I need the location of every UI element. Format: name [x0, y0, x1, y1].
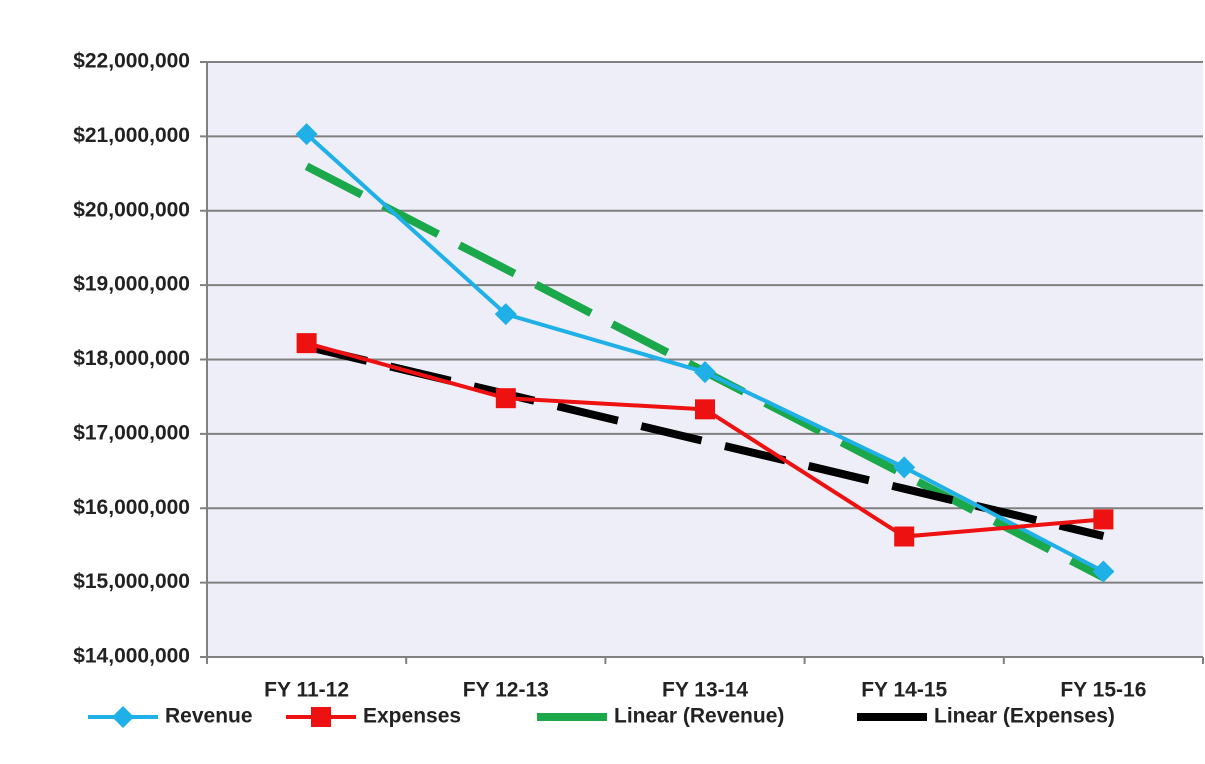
legend-marker [311, 707, 331, 727]
data-point [695, 399, 715, 420]
legend-label: Linear (Expenses) [934, 705, 1115, 728]
y-tick-label: $19,000,000 [73, 273, 190, 296]
y-tick-label: $18,000,000 [73, 347, 190, 370]
legend-label: Revenue [165, 705, 253, 728]
data-point [494, 303, 517, 326]
x-tick-label: FY 12-13 [463, 679, 549, 702]
y-tick-label: $22,000,000 [73, 50, 190, 73]
data-point [296, 333, 317, 354]
x-tick-label: FY 11-12 [264, 679, 349, 702]
data-point [894, 526, 915, 547]
x-tick-label: FY 13-14 [662, 679, 748, 702]
x-tick-label: FY 15-16 [1060, 679, 1146, 702]
data-point [694, 361, 716, 384]
y-tick-label: $15,000,000 [73, 570, 190, 593]
y-tick-label: $21,000,000 [73, 124, 190, 147]
legend-label: Linear (Revenue) [614, 705, 784, 728]
data-point [1092, 560, 1115, 583]
data-point [1093, 509, 1114, 530]
data-point [495, 388, 516, 409]
y-tick-label: $20,000,000 [73, 198, 190, 221]
legend-marker [112, 706, 134, 728]
y-tick-label: $14,000,000 [73, 645, 190, 668]
y-tick-label: $17,000,000 [73, 421, 190, 444]
y-tick-label: $16,000,000 [73, 496, 190, 519]
data-point [295, 123, 318, 146]
data-point [893, 456, 916, 479]
legend-label: Expenses [363, 705, 461, 728]
x-tick-label: FY 14-15 [861, 679, 947, 702]
